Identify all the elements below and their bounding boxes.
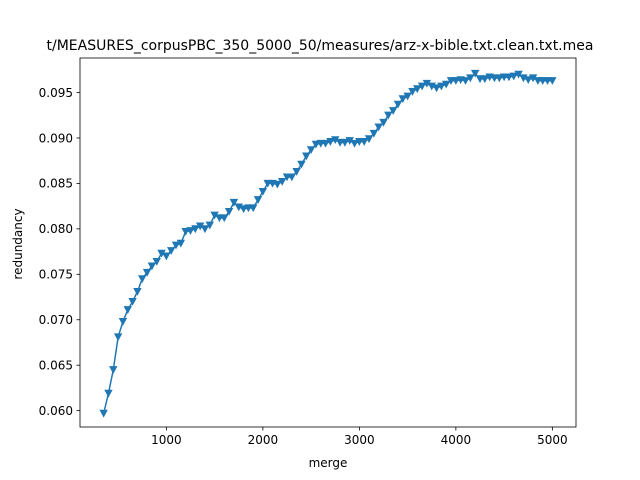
- data-point: [398, 95, 407, 104]
- data-point: [345, 137, 354, 145]
- y-tick-label: 0.085: [39, 177, 73, 191]
- data-point: [171, 241, 181, 250]
- data-point: [210, 211, 219, 220]
- data-point: [495, 74, 504, 83]
- data-point: [99, 409, 108, 418]
- y-axis-label: redundancy: [11, 208, 25, 279]
- data-point: [113, 333, 123, 342]
- ticks: 1000 2000 3000 4000 5000 0.060 0.065 0.070 0.075…: [39, 86, 568, 447]
- data-point: [239, 205, 248, 214]
- x-axis-label: merge: [309, 456, 348, 470]
- data-point: [422, 79, 432, 88]
- data-point: [224, 208, 234, 216]
- data-point: [229, 198, 239, 207]
- data-point: [152, 257, 161, 266]
- data-point: [162, 252, 171, 261]
- data-point: [451, 77, 461, 85]
- data-point: [326, 138, 335, 146]
- data-point: [118, 317, 128, 326]
- data-point: [437, 82, 446, 91]
- data-point: [388, 107, 398, 115]
- data-point: [220, 214, 229, 223]
- data-point: [181, 227, 190, 236]
- data-point: [374, 123, 383, 132]
- y-tick-label: 0.065: [39, 358, 73, 372]
- data-point: [253, 196, 263, 204]
- data-point: [514, 70, 523, 79]
- y-tick-label: 0.095: [39, 86, 73, 100]
- data-point: [157, 249, 166, 258]
- data-point: [364, 135, 374, 144]
- data-point: [186, 227, 195, 235]
- data-point: [311, 140, 321, 149]
- data-point: [442, 80, 451, 89]
- data-point: [461, 77, 470, 85]
- data-point: [104, 389, 113, 398]
- data-point: [432, 84, 441, 93]
- data-point: [123, 306, 132, 314]
- data-point: [302, 152, 311, 161]
- data-point: [470, 69, 480, 78]
- data-point: [504, 73, 514, 82]
- x-tick-label: 5000: [537, 433, 568, 447]
- x-tick-label: 4000: [441, 433, 472, 447]
- data-point: [195, 222, 205, 231]
- data-point: [379, 118, 388, 127]
- x-tick-label: 2000: [248, 433, 279, 447]
- y-tick-label: 0.090: [39, 131, 73, 145]
- chart-title: t/MEASURES_corpusPBC_350_5000_50/measure…: [47, 38, 594, 54]
- data-point: [166, 247, 176, 255]
- axes: [79, 57, 577, 428]
- data-point: [408, 88, 417, 96]
- data-point: [413, 85, 422, 94]
- data-point: [524, 76, 533, 85]
- data-point: [528, 74, 538, 83]
- data-point: [340, 138, 350, 147]
- data-point: [480, 75, 490, 84]
- data-point: [292, 168, 301, 176]
- data-point: [191, 225, 200, 234]
- data-point: [331, 136, 340, 144]
- data-point: [306, 146, 316, 154]
- data-point: [109, 366, 118, 374]
- data-point: [393, 100, 403, 109]
- data-point: [133, 287, 142, 296]
- data-point: [147, 262, 157, 271]
- data-point: [176, 239, 186, 248]
- plot-data: [99, 69, 557, 418]
- data-point: [321, 139, 330, 148]
- data-point: [287, 173, 297, 182]
- data-point: [138, 275, 147, 284]
- data-point: [200, 225, 210, 234]
- y-tick-label: 0.080: [39, 222, 73, 236]
- data-point: [258, 188, 268, 196]
- data-point: [466, 74, 475, 83]
- data-point: [249, 204, 258, 213]
- x-tick-label: 1000: [151, 433, 182, 447]
- data-point: [277, 178, 287, 186]
- data-point: [403, 92, 412, 101]
- data-point: [509, 72, 518, 81]
- data-point: [273, 180, 282, 189]
- data-point: [350, 139, 359, 148]
- data-point: [384, 111, 393, 120]
- data-point: [417, 82, 427, 91]
- data-point: [142, 268, 152, 277]
- data-point: [369, 129, 379, 138]
- y-tick-label: 0.060: [39, 404, 73, 418]
- x-tick-label: 3000: [344, 433, 375, 447]
- y-tick-label: 0.070: [39, 313, 73, 327]
- data-point: [297, 160, 306, 169]
- data-point: [548, 77, 557, 85]
- data-point: [205, 221, 214, 230]
- data-point: [128, 297, 137, 306]
- axes-frame: [79, 57, 577, 428]
- data-point: [359, 138, 369, 146]
- y-tick-label: 0.075: [39, 268, 73, 282]
